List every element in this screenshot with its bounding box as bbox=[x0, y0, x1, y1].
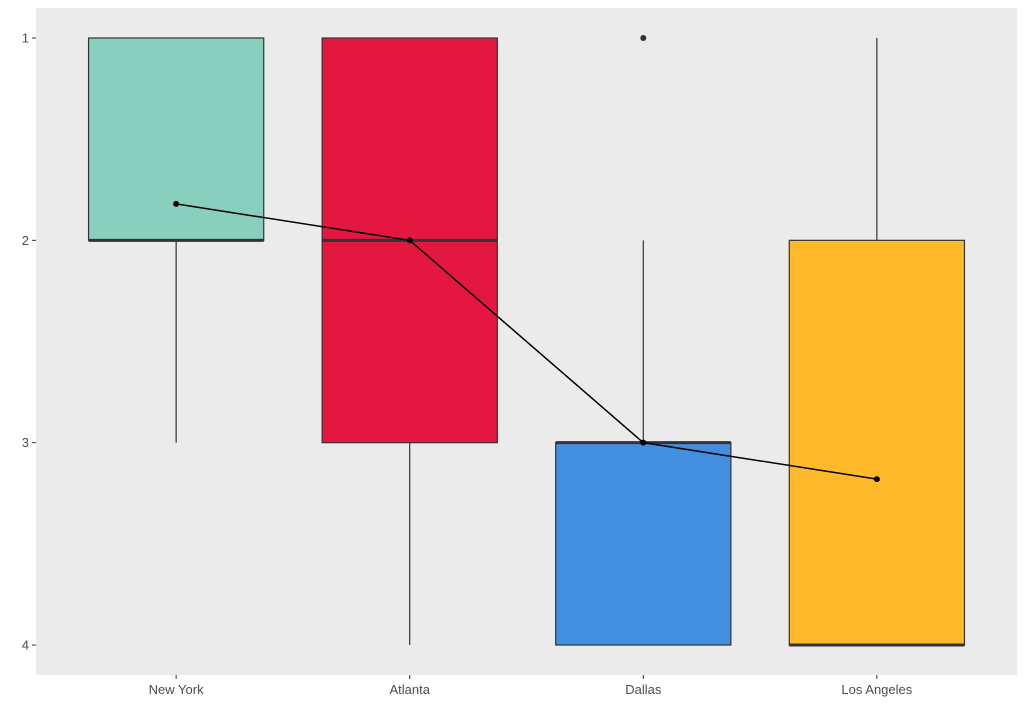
x-tick-label-atlanta: Atlanta bbox=[389, 682, 430, 697]
boxes-layer bbox=[87, 35, 966, 647]
mean-point-los-angeles bbox=[873, 476, 880, 483]
mean-point-dallas bbox=[640, 439, 647, 446]
y-axis: 1 2 3 4 bbox=[22, 31, 36, 653]
x-tick-label-new-york: New York bbox=[149, 682, 204, 697]
x-tick-label-los-angeles: Los Angeles bbox=[841, 682, 912, 697]
x-axis: New York Atlanta Dallas Los Angeles bbox=[149, 675, 913, 697]
mean-line bbox=[176, 203, 877, 480]
mean-point-new-york bbox=[173, 200, 180, 207]
mean-line-layer bbox=[173, 200, 880, 483]
mean-point-atlanta bbox=[406, 237, 413, 244]
x-tick-label-dallas: Dallas bbox=[625, 682, 662, 697]
box-body bbox=[555, 442, 732, 646]
y-tick-label: 1 bbox=[22, 31, 29, 46]
y-tick-label: 4 bbox=[22, 638, 29, 653]
y-tick-label: 3 bbox=[22, 435, 29, 450]
box-dallas bbox=[555, 35, 732, 646]
outlier-point bbox=[640, 35, 647, 41]
y-tick-label: 2 bbox=[22, 233, 29, 248]
box-body bbox=[87, 37, 265, 241]
box-los-angeles bbox=[788, 38, 966, 647]
box-body bbox=[788, 239, 966, 646]
